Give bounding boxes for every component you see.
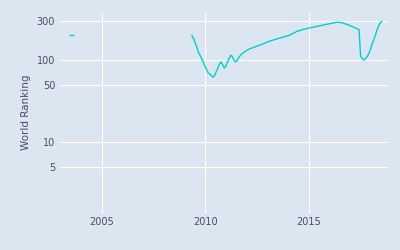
Y-axis label: World Ranking: World Ranking	[21, 75, 31, 150]
